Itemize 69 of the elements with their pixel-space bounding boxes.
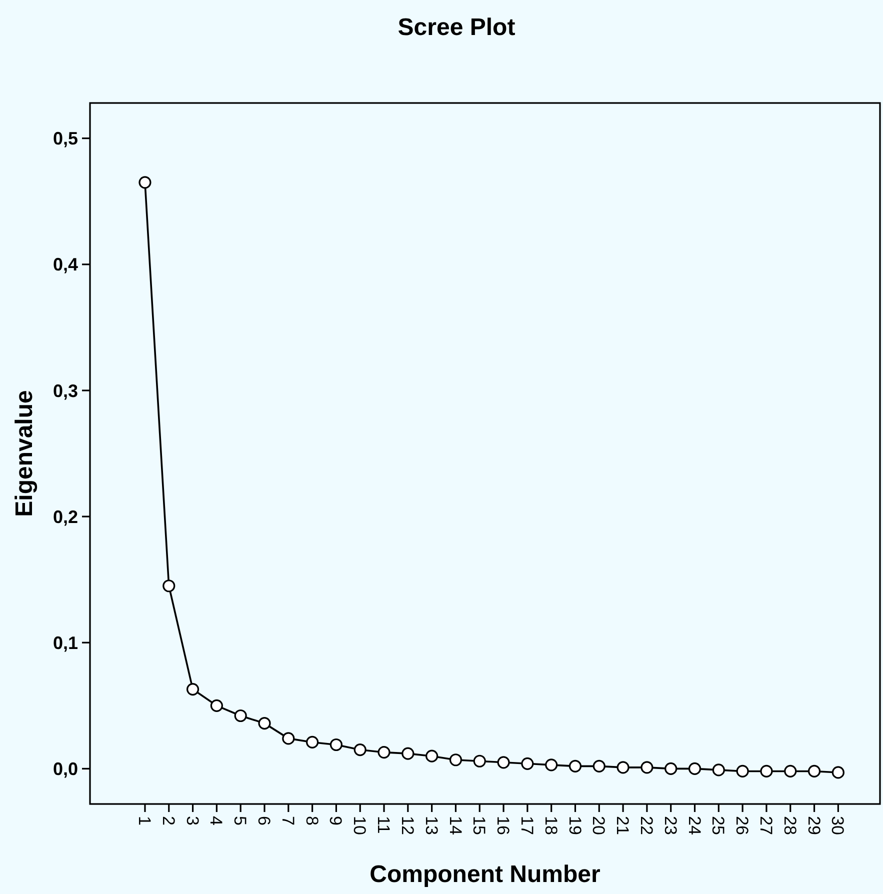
x-tick-label: 29 — [804, 816, 824, 835]
x-axis-title: Component Number — [370, 861, 600, 888]
x-tick-label: 14 — [446, 816, 465, 835]
point — [258, 717, 271, 730]
x-tick-label: 7 — [278, 816, 298, 826]
x-tick-label: 23 — [660, 816, 680, 835]
point — [592, 760, 606, 772]
point — [473, 754, 486, 768]
y-tick-label: 0,3 — [52, 380, 78, 401]
y-tick-label: 0,4 — [52, 254, 78, 275]
x-tick-label: 12 — [398, 816, 417, 835]
point — [808, 764, 821, 778]
point — [378, 746, 390, 759]
point — [186, 682, 200, 696]
point — [616, 761, 630, 774]
point — [426, 750, 438, 762]
point — [712, 764, 725, 776]
y-tick-label: 0,2 — [52, 506, 78, 527]
point — [688, 762, 702, 775]
point — [282, 732, 295, 745]
x-tick-label: 19 — [565, 816, 584, 835]
x-tick-label: 9 — [326, 816, 346, 826]
y-tick-label: 0,1 — [52, 632, 78, 653]
x-tick-label: 18 — [541, 816, 560, 835]
point — [497, 756, 510, 769]
point — [402, 747, 414, 760]
x-tick-label: 5 — [230, 816, 250, 826]
x-tick-label: 4 — [206, 816, 226, 826]
point — [234, 709, 247, 722]
chart-title: Scree Plot — [398, 14, 516, 41]
point — [736, 764, 749, 778]
y-tick-label: 0,5 — [52, 128, 78, 149]
point — [330, 738, 343, 752]
point — [784, 764, 797, 778]
point — [449, 754, 462, 766]
point — [354, 743, 366, 756]
x-tick-label: 1 — [135, 816, 154, 826]
x-tick-label: 20 — [589, 816, 608, 835]
x-tick-label: 24 — [684, 816, 704, 835]
point — [545, 758, 558, 772]
x-tick-label: 30 — [828, 816, 848, 835]
x-tick-label: 22 — [636, 816, 656, 835]
x-tick-label: 2 — [158, 816, 178, 826]
x-tick-label: 26 — [732, 816, 752, 835]
x-tick-label: 28 — [780, 816, 800, 835]
point — [306, 736, 319, 749]
point — [521, 757, 534, 770]
x-tick-label: 16 — [494, 816, 513, 835]
x-tick-label: 10 — [350, 816, 370, 835]
point — [138, 176, 152, 189]
x-tick-label: 3 — [182, 816, 202, 826]
x-tick-label: 15 — [470, 816, 489, 835]
x-tick-label: 25 — [708, 816, 728, 835]
point — [832, 766, 844, 779]
x-tick-label: 17 — [517, 816, 536, 835]
x-tick-label: 11 — [374, 816, 394, 834]
point — [568, 760, 582, 772]
point — [210, 699, 223, 712]
point — [640, 761, 654, 774]
x-tick-label: 21 — [613, 816, 632, 835]
y-axis-title: Eigenvalue — [11, 390, 38, 517]
x-tick-label: 6 — [254, 816, 274, 826]
point — [162, 580, 176, 592]
x-tick-label: 27 — [756, 816, 776, 835]
x-tick-label: 13 — [422, 816, 441, 835]
point — [664, 762, 678, 775]
x-tick-label: 8 — [302, 816, 322, 826]
point — [760, 764, 773, 778]
y-tick-label: 0,0 — [52, 759, 78, 779]
